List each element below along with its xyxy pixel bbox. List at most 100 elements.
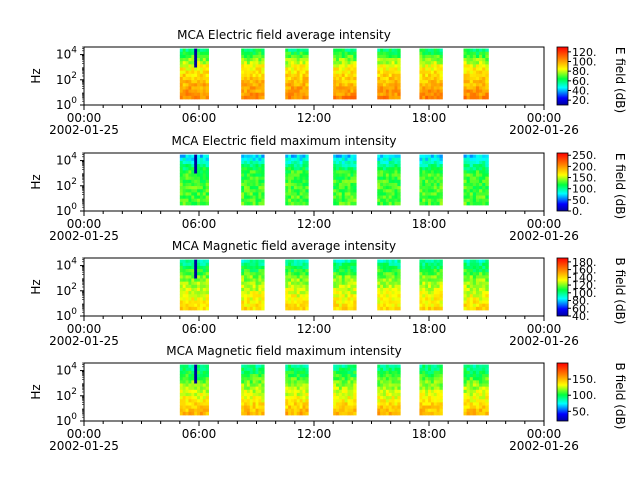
y-tick-label: 104 bbox=[56, 257, 77, 273]
spectrogram-block bbox=[179, 154, 209, 206]
spectrogram-block bbox=[377, 48, 401, 100]
colorbar-tick-label: 80. bbox=[572, 65, 590, 78]
y-axis-label: Hz bbox=[29, 384, 43, 399]
colorbar-tick-label: 120. bbox=[572, 46, 597, 59]
x-tick-label: 18:00 bbox=[412, 427, 447, 441]
x-tick-label: 18:00 bbox=[412, 217, 447, 231]
colorbar-tick-label: 80. bbox=[572, 295, 590, 308]
colorbar-tick-label: 180. bbox=[572, 256, 597, 269]
x-tick-label: 18:00 bbox=[412, 322, 447, 336]
colorbar-tick-label: 100. bbox=[572, 287, 597, 300]
colorbar-tick-label: 160. bbox=[572, 264, 597, 277]
panel-title: MCA Magnetic field maximum intensity bbox=[166, 344, 402, 358]
x-tick-label: 12:00 bbox=[297, 111, 332, 125]
x-tick-label: 12:00 bbox=[297, 427, 332, 441]
colorbar-tick-label: 40. bbox=[572, 85, 590, 98]
colorbar-tick-label: 50. bbox=[572, 194, 590, 207]
colorbar-tick-label: 140. bbox=[572, 271, 597, 284]
spectrogram-block bbox=[285, 259, 309, 311]
colorbar-tick-label: 150. bbox=[572, 172, 597, 185]
y-tick-label: 104 bbox=[56, 362, 77, 378]
y-tick-label: 102 bbox=[56, 71, 77, 87]
spectrogram-block bbox=[241, 259, 265, 311]
spectrogram-block bbox=[285, 154, 309, 206]
y-axis-label: Hz bbox=[29, 279, 43, 294]
x-tick-label: 00:00 bbox=[67, 322, 102, 336]
spectrogram-block bbox=[285, 48, 309, 100]
panel-title: MCA Magnetic field average intensity bbox=[172, 239, 396, 253]
colorbar-tick-label: 250. bbox=[572, 149, 597, 162]
spectrogram-block bbox=[377, 259, 401, 311]
x-date-label: 2002-01-26 bbox=[509, 229, 579, 243]
x-tick-label: 06:00 bbox=[182, 217, 217, 231]
colorbar-tick-label: 60. bbox=[572, 302, 590, 315]
spectrogram-block bbox=[463, 259, 489, 311]
colorbar-tick-label: 200. bbox=[572, 160, 597, 173]
spectrogram-block bbox=[419, 364, 443, 416]
colorbar-tick-label: 0. bbox=[572, 205, 583, 218]
x-date-label: 2002-01-25 bbox=[49, 229, 119, 243]
x-tick-label: 18:00 bbox=[412, 111, 447, 125]
x-tick-label: 00:00 bbox=[527, 217, 562, 231]
spectrogram-block bbox=[179, 259, 209, 311]
colorbar-tick-label: 40. bbox=[572, 310, 590, 323]
spectrogram-block bbox=[179, 364, 209, 416]
colorbar: 120.100.80.60.40.20. E field (dB) bbox=[556, 46, 627, 113]
x-date-label: 2002-01-26 bbox=[509, 334, 579, 348]
colorbar-tick-label: 60. bbox=[572, 75, 590, 88]
x-tick-label: 06:00 bbox=[182, 427, 217, 441]
spectrogram-block bbox=[241, 364, 265, 416]
x-date-label: 2002-01-26 bbox=[509, 439, 579, 453]
colorbar-tick-label: 100. bbox=[572, 389, 597, 402]
panel-title: MCA Electric field maximum intensity bbox=[171, 134, 396, 148]
y-tick-label: 100 bbox=[56, 307, 77, 323]
y-tick-label: 100 bbox=[56, 96, 77, 112]
spectrogram-block bbox=[179, 48, 209, 100]
x-tick-label: 00:00 bbox=[67, 217, 102, 231]
colorbar-tick-label: 120. bbox=[572, 279, 597, 292]
colorbar: 150. 100. 50. B field (dB) bbox=[556, 363, 627, 430]
x-tick-label: 00:00 bbox=[527, 111, 562, 125]
panel-2: MCA Electric field maximum intensity Hz 10… bbox=[29, 134, 627, 243]
spectrogram-block bbox=[419, 48, 443, 100]
spectrogram-block bbox=[333, 154, 357, 206]
spectrogram-block bbox=[377, 154, 401, 206]
spectrogram-block bbox=[285, 364, 309, 416]
spectrogram-block bbox=[241, 154, 265, 206]
spectrogram-block bbox=[333, 364, 357, 416]
colorbar-label: E field (dB) bbox=[613, 153, 627, 219]
x-tick-label: 00:00 bbox=[67, 427, 102, 441]
colorbar-label: E field (dB) bbox=[613, 47, 627, 113]
x-tick-label: 12:00 bbox=[297, 322, 332, 336]
x-tick-label: 00:00 bbox=[527, 322, 562, 336]
panel-4: MCA Magnetic field maximum intensity Hz 10… bbox=[29, 344, 627, 453]
x-tick-label: 06:00 bbox=[182, 322, 217, 336]
x-tick-label: 06:00 bbox=[182, 111, 217, 125]
y-tick-label: 102 bbox=[56, 387, 77, 403]
spectrogram-block bbox=[463, 154, 489, 206]
colorbar-tick-label: 100. bbox=[572, 183, 597, 196]
y-tick-label: 100 bbox=[56, 202, 77, 218]
y-tick-label: 102 bbox=[56, 177, 77, 193]
y-axis-label: Hz bbox=[29, 68, 43, 83]
colorbar-tick-label: 20. bbox=[572, 94, 590, 107]
spectrogram-block bbox=[463, 364, 489, 416]
colorbar: 180.160.140.120.100.80.60.40. B field (dB… bbox=[556, 256, 627, 324]
x-tick-label: 12:00 bbox=[297, 217, 332, 231]
x-date-label: 2002-01-25 bbox=[49, 334, 119, 348]
panel-title: MCA Electric field average intensity bbox=[177, 28, 391, 42]
panel-3: MCA Magnetic field average intensity Hz 10… bbox=[29, 239, 627, 348]
spectrogram-block bbox=[333, 48, 357, 100]
y-tick-label: 102 bbox=[56, 282, 77, 298]
y-axis-label: Hz bbox=[29, 174, 43, 189]
spectrogram-block bbox=[419, 154, 443, 206]
spectrogram-block bbox=[333, 259, 357, 311]
colorbar-label: B field (dB) bbox=[613, 363, 627, 430]
x-date-label: 2002-01-25 bbox=[49, 123, 119, 137]
colorbar-tick-label: 100. bbox=[572, 56, 597, 69]
spectrogram-block bbox=[377, 364, 401, 416]
x-date-label: 2002-01-25 bbox=[49, 439, 119, 453]
colorbar: 250.200.150.100.50.0. E field (dB) bbox=[556, 149, 627, 219]
y-tick-label: 104 bbox=[56, 46, 77, 62]
